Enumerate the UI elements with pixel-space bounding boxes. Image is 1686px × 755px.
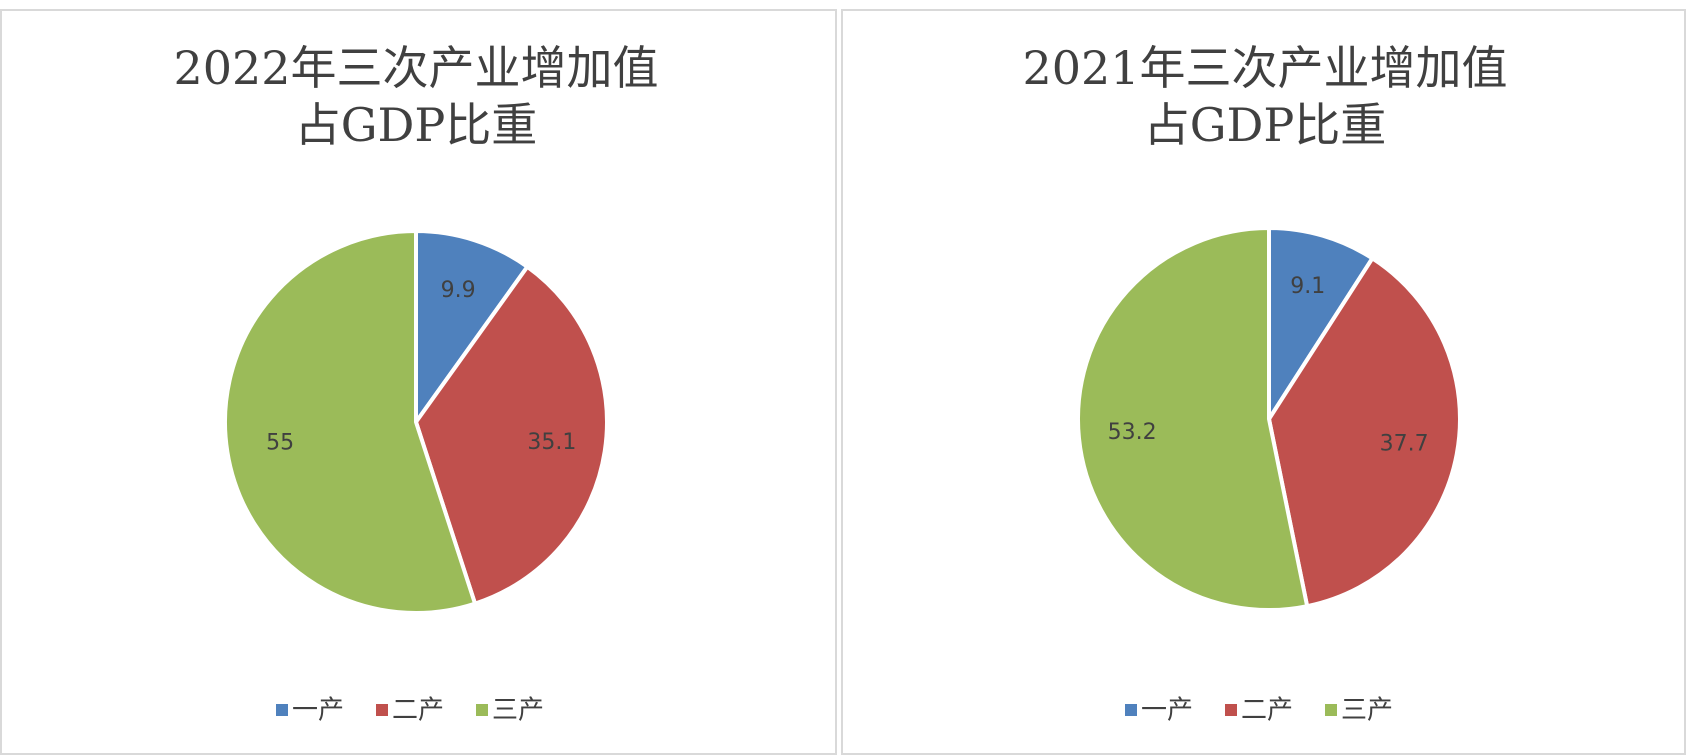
pie-slice	[414, 228, 531, 429]
legend-label: 二产	[392, 696, 444, 726]
chart-title: 占GDP比重	[295, 98, 538, 152]
legend-swatch	[1225, 704, 1237, 716]
data-label: 9.9	[441, 278, 476, 303]
data-label: 35.1	[527, 430, 576, 455]
pie-slice	[1267, 225, 1376, 426]
chart-title: 2022年三次产业增加值	[173, 41, 658, 95]
legend-swatch	[376, 704, 388, 716]
legend-swatch	[276, 704, 288, 716]
legend-swatch	[1325, 704, 1337, 716]
pie-slice	[223, 228, 478, 615]
data-label: 55	[266, 431, 294, 456]
chart-title: 2021年三次产业增加值	[1022, 41, 1507, 95]
legend-label: 一产	[1141, 696, 1193, 726]
chart-title: 占GDP比重	[1144, 98, 1387, 152]
data-label: 9.1	[1290, 274, 1325, 299]
data-label: 53.2	[1108, 420, 1157, 445]
legend-label: 三产	[492, 696, 544, 726]
legend-label: 二产	[1241, 696, 1293, 726]
pie-slice	[1076, 225, 1310, 612]
pie-slice	[413, 263, 609, 607]
legend-label: 三产	[1341, 696, 1393, 726]
legend-label: 一产	[292, 696, 344, 726]
legend-swatch	[476, 704, 488, 716]
legend-swatch	[1125, 704, 1137, 716]
data-label: 37.7	[1380, 431, 1429, 456]
pie-slice	[1266, 255, 1462, 609]
